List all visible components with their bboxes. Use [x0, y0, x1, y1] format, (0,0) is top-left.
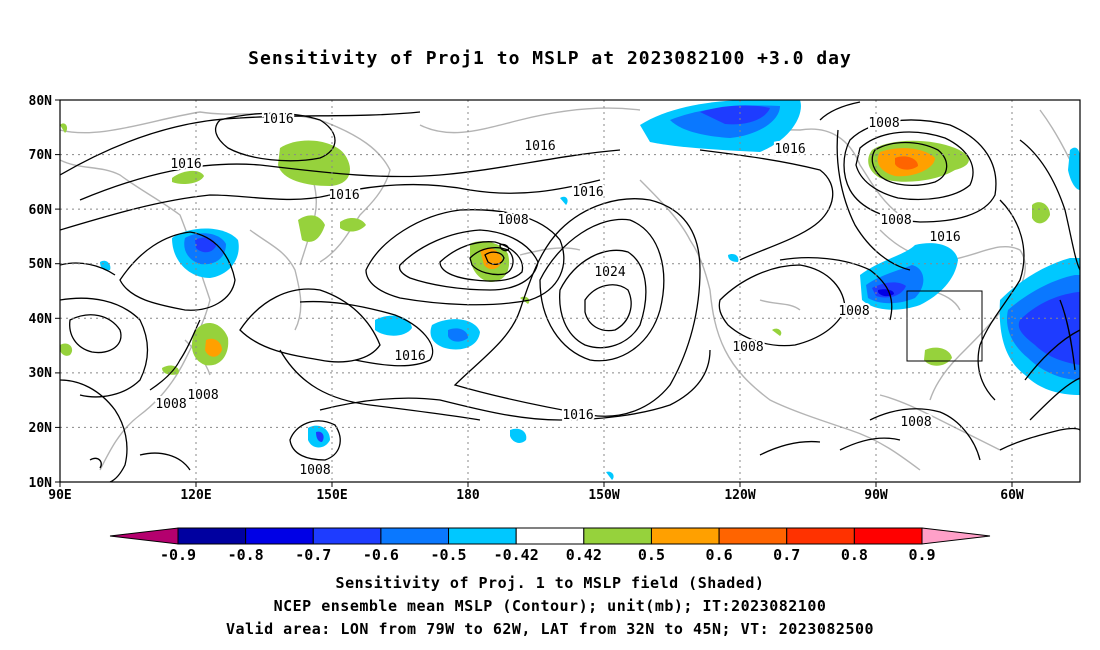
- colorbar-label: -0.6: [363, 546, 399, 564]
- contour-label: 1016: [774, 142, 805, 157]
- lon-label: 90E: [48, 488, 71, 503]
- contour-label: 1008: [732, 340, 763, 355]
- lon-label: 150E: [316, 488, 347, 503]
- colorbar-segment: [448, 527, 517, 545]
- contour-label: 1008: [497, 213, 528, 228]
- contour-label: 1016: [262, 112, 293, 127]
- contour-label: 1008: [299, 463, 330, 478]
- lat-label: 50N: [29, 257, 53, 272]
- contour-label: 1016: [328, 188, 359, 203]
- valid-area-box: [906, 290, 983, 362]
- contour-label-group: 1016 1016 1016 1016 1016 1008 1024 1016 …: [153, 110, 962, 480]
- colorbar-segment: [312, 527, 382, 545]
- lon-label: 60W: [1000, 488, 1024, 503]
- contour-label: 1008: [880, 213, 911, 228]
- caption-line-3: Valid area: LON from 79W to 62W, LAT fro…: [225, 620, 875, 638]
- map-title: Sensitivity of Proj1 to MSLP at 20230821…: [248, 48, 852, 69]
- contour-label: 1008: [868, 116, 899, 131]
- colorbar-segment: [650, 527, 720, 545]
- lon-label: 120E: [180, 488, 211, 503]
- contour-label: 1008: [900, 415, 931, 430]
- colorbar-label: 0.8: [841, 546, 868, 564]
- colorbar-label: -0.7: [295, 546, 331, 564]
- lon-label: 90W: [864, 488, 888, 503]
- lon-label: 180: [456, 488, 480, 503]
- mslp-contours: [60, 101, 1080, 482]
- contour-label: 1008: [155, 397, 186, 412]
- lat-label: 60N: [29, 203, 53, 218]
- colorbar-label: -0.5: [430, 546, 466, 564]
- tick-marks: [55, 99, 1013, 487]
- colorbar-segment: [380, 527, 450, 545]
- contour-label: 1016: [572, 185, 603, 200]
- contour-label: 1024: [594, 265, 625, 280]
- colorbar-segment: [515, 527, 585, 545]
- lat-label: 70N: [29, 148, 53, 163]
- contour-label: 1008: [838, 304, 869, 319]
- colorbar-arrow-high: [921, 527, 991, 545]
- grid-lines: [60, 100, 1080, 482]
- lat-label: 80N: [29, 94, 53, 109]
- lat-label: 30N: [29, 366, 53, 381]
- colorbar-label: -0.9: [160, 546, 196, 564]
- contour-label: 1016: [562, 408, 593, 423]
- contour-label: 1016: [170, 157, 201, 172]
- contour-label: 1016: [524, 139, 555, 154]
- contour-label: 1008: [187, 388, 218, 403]
- colorbar-label: -0.8: [228, 546, 264, 564]
- colorbar-label: 0.7: [773, 546, 800, 564]
- lat-label: 20N: [29, 421, 53, 436]
- colorbar-segment: [245, 527, 314, 545]
- caption-line-2: NCEP ensemble mean MSLP (Contour); unit(…: [273, 597, 827, 615]
- contour-label: 1016: [394, 349, 425, 364]
- plot-frame: [59, 99, 1081, 483]
- colorbar-arrow-low: [109, 527, 179, 545]
- colorbar-segment: [583, 527, 652, 545]
- colorbar-segment: [853, 527, 923, 545]
- lon-label: 120W: [724, 488, 755, 503]
- colorbar: -0.9 -0.8 -0.7 -0.6 -0.5 -0.42 0.42 0.5 0.6 0.7 0.…: [109, 527, 991, 564]
- colorbar-label: -0.42: [494, 546, 539, 564]
- colorbar-segment: [177, 527, 247, 545]
- colorbar-segment: [718, 527, 788, 545]
- colorbar-label: 0.9: [908, 546, 935, 564]
- lat-label: 10N: [29, 476, 53, 491]
- contour-label: 1016: [929, 230, 960, 245]
- caption-line-1: Sensitivity of Proj. 1 to MSLP field (Sh…: [335, 574, 765, 592]
- lon-label: 150W: [588, 488, 619, 503]
- colorbar-label: 0.5: [638, 546, 665, 564]
- colorbar-label: 0.6: [706, 546, 733, 564]
- colorbar-segment: [786, 527, 855, 545]
- lat-label: 40N: [29, 312, 53, 327]
- colorbar-label: 0.42: [566, 546, 602, 564]
